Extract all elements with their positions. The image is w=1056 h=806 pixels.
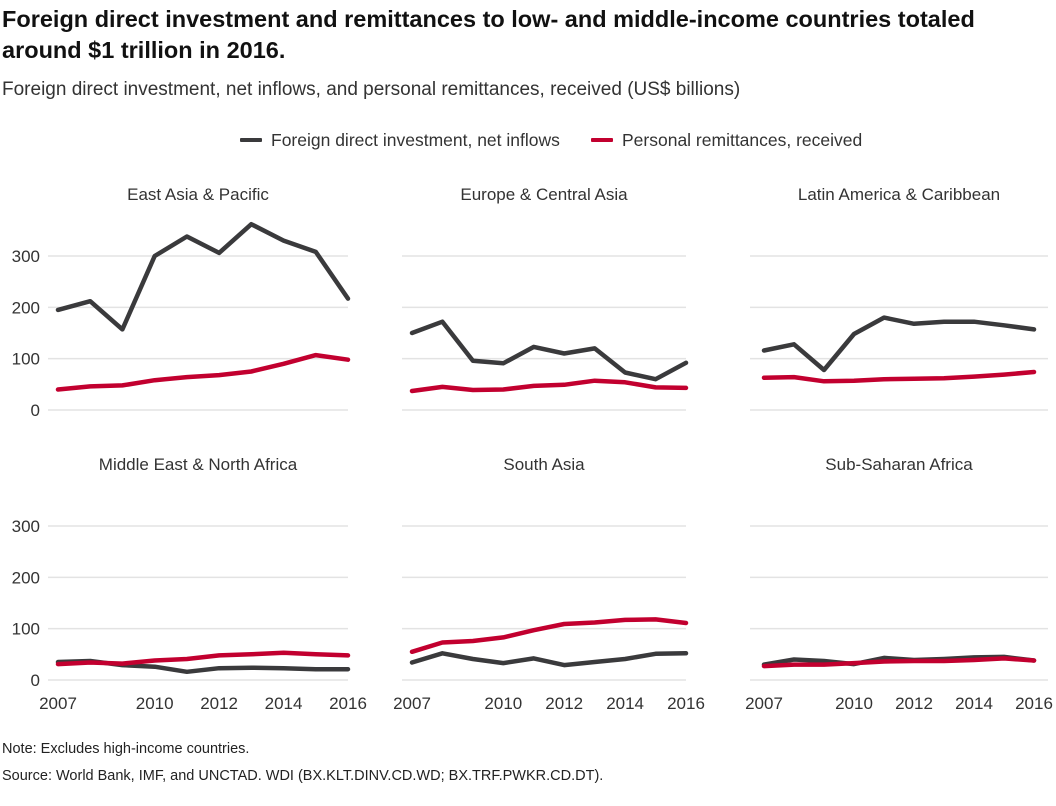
x-tick-label: 2016	[329, 694, 367, 713]
panel-middle-east-and-north-africa: Middle East & North Africa 0 100 200 300 2007…	[12, 455, 367, 713]
y-tick-label: 300	[12, 517, 40, 536]
series-line-remittances	[761, 656, 1037, 669]
legend-swatch-fdi	[240, 138, 262, 142]
panel-europe-and-central-asia: Europe & Central Asia	[402, 185, 689, 411]
x-tick-label: 2010	[835, 694, 873, 713]
x-tick-label: 2012	[545, 694, 583, 713]
y-tick-label: 100	[12, 620, 40, 639]
x-tick-label: 2012	[895, 694, 933, 713]
legend: Foreign direct investment, net inflows P…	[0, 127, 1056, 153]
legend-label-remittances: Personal remittances, received	[622, 129, 863, 150]
series-line-remittances	[409, 617, 689, 655]
legend-label-fdi: Foreign direct investment, net inflows	[271, 129, 560, 150]
panel-south-asia: South Asia 2007 2010 2012 2014 2016	[393, 455, 705, 713]
series-line-remittances	[409, 378, 689, 394]
panel-title: Latin America & Caribbean	[798, 185, 1000, 204]
x-tick-label: 2014	[265, 694, 303, 713]
series-line-remittances	[55, 352, 351, 392]
y-tick-label: 0	[31, 671, 40, 690]
x-tick-label: 2016	[667, 694, 705, 713]
panel-sub-saharan-africa: Sub-Saharan Africa 2007 2010 2012 2014 2016	[745, 455, 1053, 713]
y-tick-label: 0	[31, 401, 40, 420]
panel-latin-america-and-caribbean: Latin America & Caribbean	[750, 185, 1048, 411]
panel-title: Middle East & North Africa	[99, 455, 298, 474]
series-line-remittances	[55, 650, 351, 667]
y-tick-label: 300	[12, 247, 40, 266]
legend-item-remittances: Personal remittances, received	[591, 127, 862, 153]
panel-title: South Asia	[503, 455, 585, 474]
legend-swatch-remittances	[591, 138, 613, 142]
x-tick-label: 2014	[606, 694, 644, 713]
panel-title: Europe & Central Asia	[460, 185, 628, 204]
legend-item-fdi: Foreign direct investment, net inflows	[240, 127, 560, 153]
panel-title: East Asia & Pacific	[127, 185, 269, 204]
series-line-fdi	[55, 221, 351, 332]
series-line-fdi	[761, 315, 1037, 373]
x-tick-label: 2007	[393, 694, 431, 713]
x-tick-label: 2007	[745, 694, 783, 713]
footnote: Note: Excludes high-income countries.	[2, 741, 250, 757]
x-tick-label: 2010	[136, 694, 174, 713]
y-tick-label: 200	[12, 568, 40, 587]
series-line-fdi	[409, 319, 689, 382]
series-line-fdi	[409, 651, 689, 668]
series-line-remittances	[761, 369, 1037, 384]
x-tick-label: 2007	[39, 694, 77, 713]
y-tick-label: 200	[12, 298, 40, 317]
chart-subtitle: Foreign direct investment, net inflows, …	[2, 79, 741, 100]
x-tick-label: 2010	[484, 694, 522, 713]
chart-title: Foreign direct investment and remittance…	[2, 6, 975, 63]
source-note: Source: World Bank, IMF, and UNCTAD. WDI…	[2, 768, 604, 784]
x-tick-label: 2012	[200, 694, 238, 713]
x-tick-label: 2014	[955, 694, 993, 713]
y-tick-label: 100	[12, 350, 40, 369]
panel-east-asia-and-pacific: East Asia & Pacific 0 100 200 300	[12, 185, 351, 420]
x-tick-label: 2016	[1015, 694, 1053, 713]
panel-title: Sub-Saharan Africa	[825, 455, 973, 474]
